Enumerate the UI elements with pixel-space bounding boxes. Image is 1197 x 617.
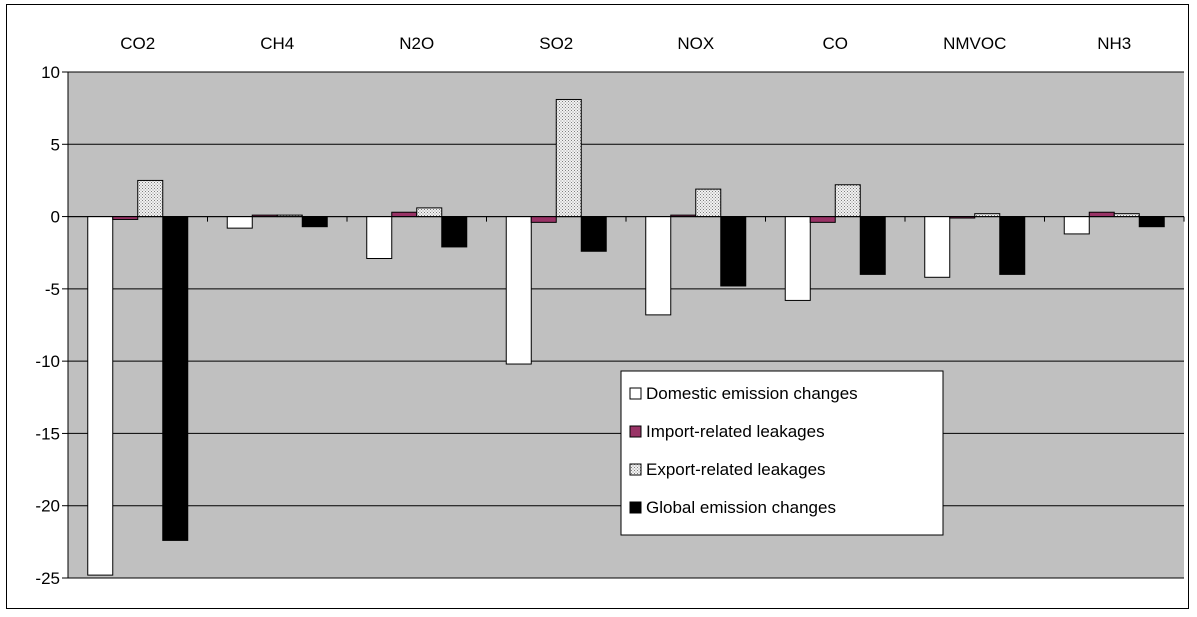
legend-swatch (629, 463, 642, 476)
legend-label: Global emission changes (646, 498, 836, 517)
bar-domestic-emission-changes-n2o (366, 216, 393, 259)
bar-import-related-leakages-so2 (530, 216, 557, 223)
legend-swatch (629, 425, 642, 438)
legend-box (620, 370, 944, 536)
bar-domestic-emission-changes-co (784, 216, 811, 301)
legend-label: Import-related leakages (646, 422, 825, 441)
bar-export-related-leakages-co (834, 184, 861, 218)
bars (67, 98, 1185, 576)
bar-global-emission-changes-co2 (162, 216, 189, 541)
bar-global-emission-changes-ch4 (301, 216, 328, 228)
bar-export-related-leakages-n2o (416, 207, 443, 218)
bar-export-related-leakages-so2 (555, 98, 582, 218)
bar-chart: 10 5 0 -5 -10 -15 -20 -25 CO2 CH4 N2O SO2 NOX CO NMVO… (35, 34, 1185, 588)
y-tick-label: 0 (51, 208, 60, 227)
category-label: NOX (677, 34, 714, 53)
bar-domestic-emission-changes-co2 (87, 216, 114, 576)
legend-label: Domestic emission changes (646, 384, 858, 403)
category-label: NMVOC (943, 34, 1006, 53)
bar-domestic-emission-changes-ch4 (226, 216, 253, 229)
y-tick-label: -15 (35, 424, 60, 443)
bar-global-emission-changes-co (859, 216, 886, 275)
y-tick-label: -10 (35, 352, 60, 371)
bar-export-related-leakages-co2 (137, 179, 164, 218)
y-tick-label: 5 (51, 135, 60, 154)
y-tick-label: -5 (45, 280, 60, 299)
legend-swatch (629, 501, 642, 514)
bar-export-related-leakages-nox (695, 188, 722, 218)
bar-import-related-leakages-co (809, 216, 836, 223)
y-tick-label: -20 (35, 497, 60, 516)
bar-import-related-leakages-nh3 (1088, 211, 1115, 218)
y-axis-ticks: 10 5 0 -5 -10 -15 -20 -25 (35, 63, 68, 588)
category-label: CO (823, 34, 849, 53)
legend: Domestic emission changes Import-related … (620, 370, 944, 536)
category-label: SO2 (539, 34, 573, 53)
category-label: CH4 (260, 34, 294, 53)
category-label: NH3 (1097, 34, 1131, 53)
y-tick-label: -25 (35, 569, 60, 588)
bar-import-related-leakages-n2o (391, 211, 418, 218)
bar-global-emission-changes-n2o (441, 216, 468, 248)
y-tick-label: 10 (41, 63, 60, 82)
legend-label: Export-related leakages (646, 460, 826, 479)
bar-global-emission-changes-so2 (580, 216, 607, 252)
category-label: CO2 (120, 34, 155, 53)
chart-frame: 10 5 0 -5 -10 -15 -20 -25 CO2 CH4 N2O SO2 NOX CO NMVO… (6, 4, 1189, 609)
bar-domestic-emission-changes-so2 (505, 216, 532, 365)
legend-swatch (629, 387, 642, 400)
category-label: N2O (399, 34, 434, 53)
bar-domestic-emission-changes-nox (645, 216, 672, 316)
bar-domestic-emission-changes-nh3 (1063, 216, 1090, 235)
bar-global-emission-changes-nox (720, 216, 747, 287)
bar-global-emission-changes-nh3 (1138, 216, 1165, 228)
bar-domestic-emission-changes-nmvoc (924, 216, 951, 278)
category-labels: CO2 CH4 N2O SO2 NOX CO NMVOC NH3 (120, 34, 1131, 53)
bar-global-emission-changes-nmvoc (999, 216, 1026, 275)
